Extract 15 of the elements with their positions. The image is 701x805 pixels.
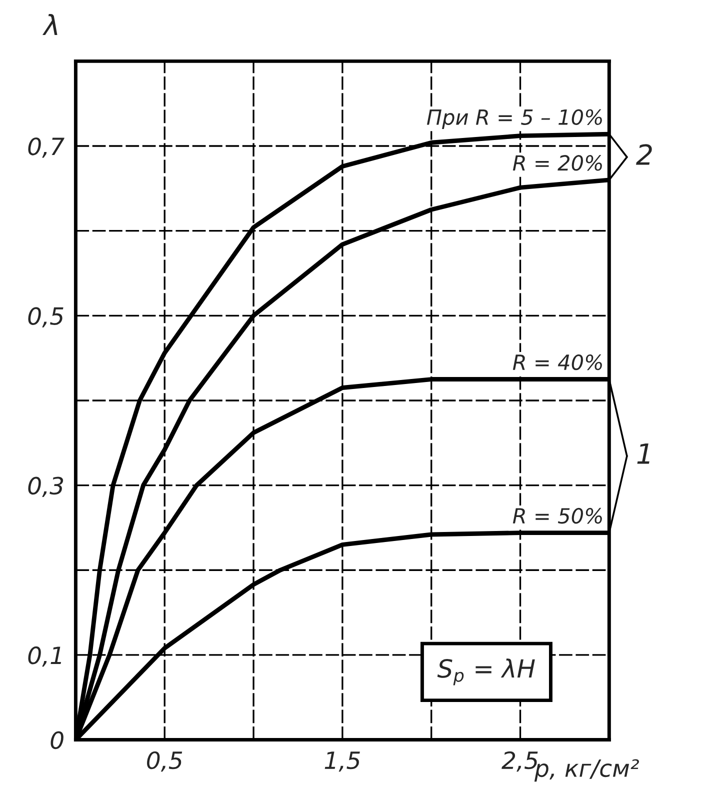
y-tick-label: 0,1 [28,646,62,667]
y-tick-label: 0 [50,731,64,750]
series-label: R = 40% [512,354,602,370]
series-label: R = 50% [512,508,602,524]
y-tick-label: 0,3 [28,476,64,498]
legend-label: R = 20% [512,155,602,171]
y-tick-label: 0,7 [28,137,64,158]
annotation: 1 [637,443,650,464]
x-tick-label: 1,5 [324,752,360,772]
y-axis-title: λ [42,14,58,36]
annotation: 2 [636,144,652,165]
x-tick-label: 0,5 [147,751,182,772]
y-tick-label: 0,5 [28,307,64,328]
series-label: При R = 5 – 10% [426,109,602,130]
annotation: S$_{p}$ = λH [437,658,535,686]
